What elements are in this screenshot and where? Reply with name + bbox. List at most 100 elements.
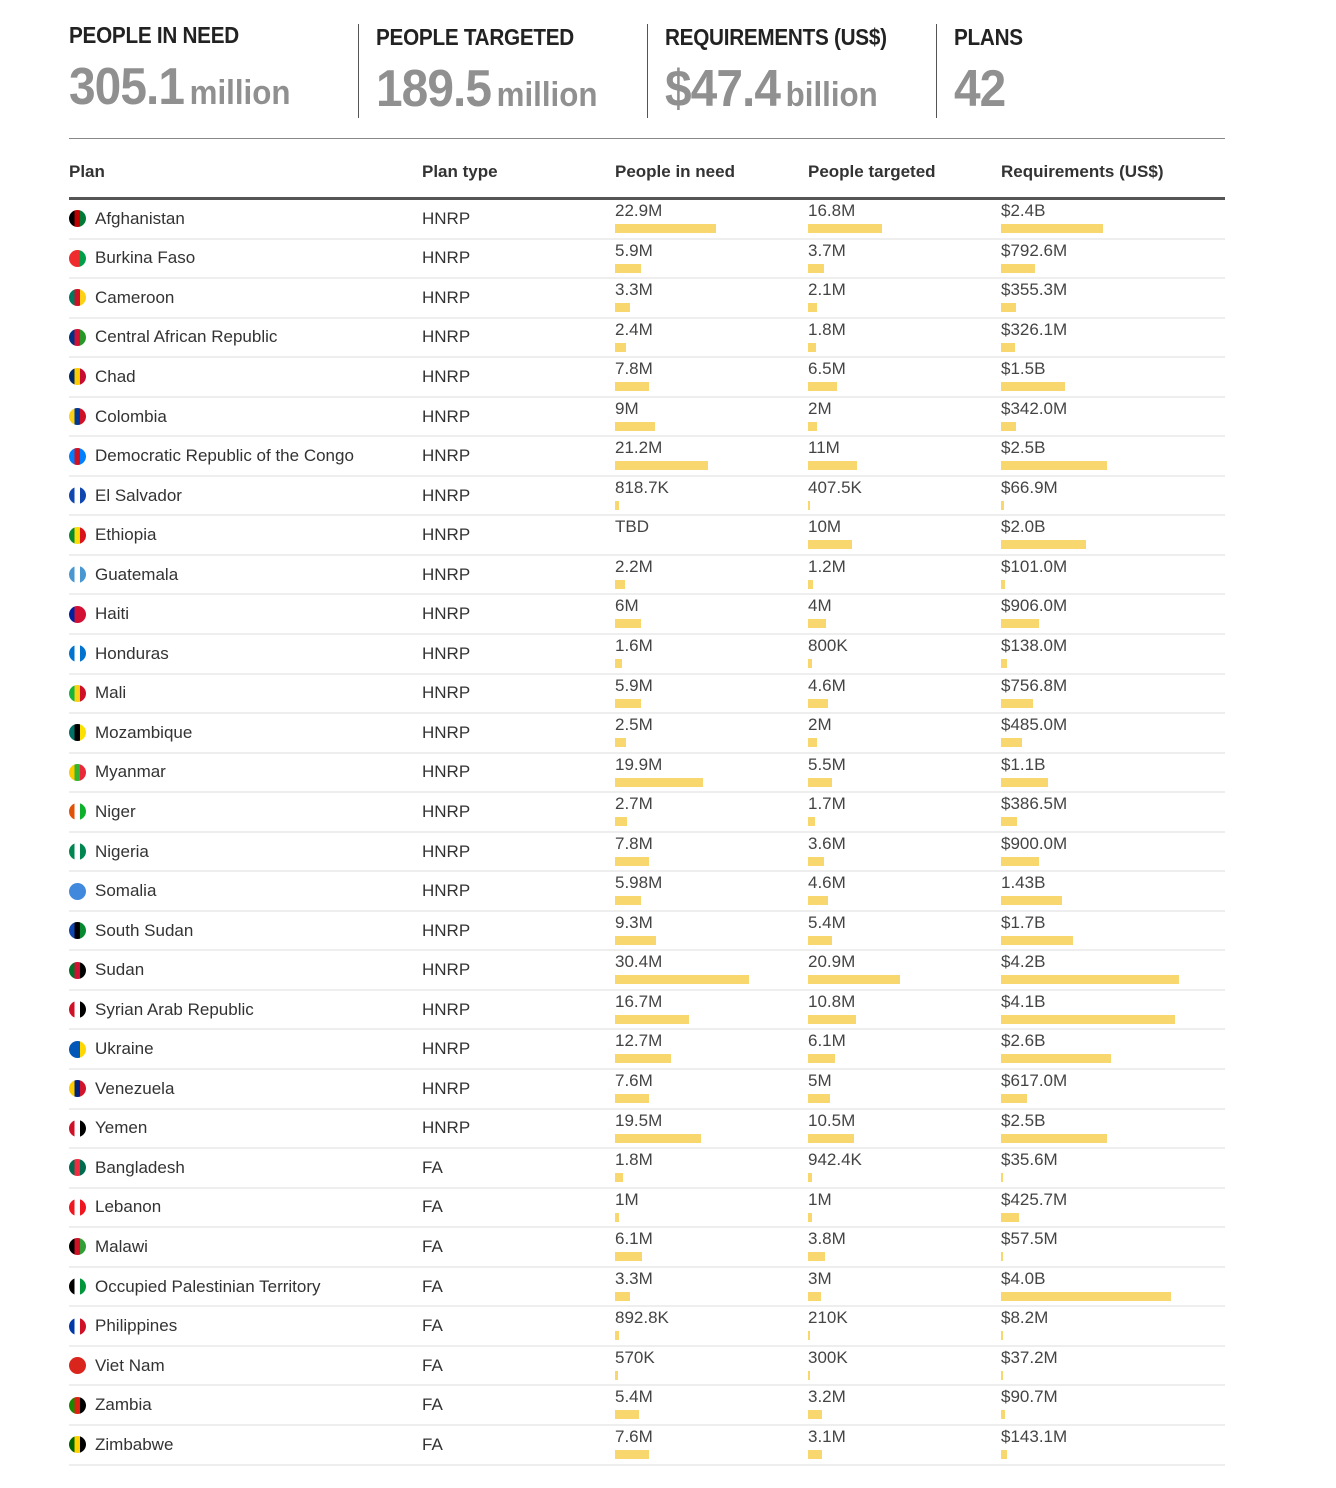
- tgt-value: 3.1M: [808, 1426, 846, 1446]
- pin-value: 2.2M: [615, 556, 653, 576]
- table-row[interactable]: Lebanon FA 1M 1M $425.7M: [69, 1189, 1225, 1229]
- plan-type: HNRP: [422, 208, 471, 228]
- stat-plans: PLANS 42: [935, 24, 1225, 118]
- plan-name[interactable]: Malawi: [95, 1236, 148, 1256]
- plan-name[interactable]: Lebanon: [95, 1197, 162, 1217]
- plan-name[interactable]: Guatemala: [95, 564, 179, 584]
- plan-name[interactable]: Colombia: [95, 406, 167, 426]
- table-row[interactable]: Democratic Republic of the Congo HNRP 21.…: [69, 437, 1225, 477]
- table-row[interactable]: Cameroon HNRP 3.3M 2.1M $355.3M: [69, 279, 1225, 319]
- table-row[interactable]: Yemen HNRP 19.5M 10.5M $2.5B: [69, 1110, 1225, 1150]
- table-row[interactable]: El Salvador HNRP 818.7K 407.5K $66.9M: [69, 477, 1225, 517]
- req-value: $1.7B: [1001, 912, 1046, 932]
- pin-value: 21.2M: [615, 438, 663, 458]
- pin-bar: [615, 382, 650, 392]
- req-value: $906.0M: [1001, 596, 1068, 616]
- tgt-bar: [808, 738, 817, 748]
- plan-name[interactable]: Bangladesh: [95, 1157, 185, 1177]
- plan-name[interactable]: Philippines: [95, 1316, 178, 1336]
- header-plan-type[interactable]: Plan type: [422, 162, 498, 181]
- table-row[interactable]: Guatemala HNRP 2.2M 1.2M $101.0M: [69, 556, 1225, 596]
- plan-name[interactable]: Mali: [95, 683, 127, 703]
- plan-name[interactable]: Cameroon: [95, 287, 175, 307]
- table-row[interactable]: Burkina Faso HNRP 5.9M 3.7M $792.6M: [69, 240, 1225, 280]
- table-row[interactable]: Venezuela HNRP 7.6M 5M $617.0M: [69, 1070, 1225, 1110]
- plan-name[interactable]: Afghanistan: [95, 208, 185, 228]
- table-row[interactable]: Haiti HNRP 6M 4M $906.0M: [69, 595, 1225, 636]
- plan-type: HNRP: [422, 643, 471, 663]
- plan-name[interactable]: Somalia: [95, 881, 157, 901]
- plan-name[interactable]: Haiti: [95, 604, 130, 624]
- table-row[interactable]: Afghanistan HNRP 22.9M 16.8M $2.4B: [69, 200, 1225, 240]
- table-row[interactable]: Ukraine HNRP 12.7M 6.1M $2.6B: [69, 1030, 1225, 1071]
- plan-name[interactable]: Viet Nam: [95, 1355, 165, 1375]
- req-value: $57.5M: [1001, 1229, 1058, 1249]
- stat-label: PEOPLE IN NEED: [69, 22, 239, 48]
- req-bar: [1001, 1410, 1005, 1420]
- table-row[interactable]: Somalia HNRP 5.98M 4.6M 1.43B: [69, 872, 1225, 912]
- table-row[interactable]: Philippines FA 892.8K 210K $8.2M: [69, 1307, 1225, 1347]
- table-row[interactable]: Myanmar HNRP 19.9M 5.5M $1.1B: [69, 754, 1225, 794]
- plan-type: HNRP: [422, 683, 471, 703]
- plan-name[interactable]: Sudan: [95, 960, 145, 980]
- pin-bar: [615, 896, 642, 906]
- table-row[interactable]: Bangladesh FA 1.8M 942.4K $35.6M: [69, 1149, 1225, 1189]
- table-row[interactable]: Niger HNRP 2.7M 1.7M $386.5M: [69, 793, 1225, 833]
- plan-name[interactable]: El Salvador: [95, 485, 182, 505]
- header-people-targeted[interactable]: People targeted: [808, 162, 936, 181]
- plan-name[interactable]: Central African Republic: [95, 327, 278, 347]
- plan-name[interactable]: Syrian Arab Republic: [95, 999, 254, 1019]
- plan-type: HNRP: [422, 1078, 471, 1098]
- header-requirements[interactable]: Requirements (US$): [1001, 162, 1164, 181]
- plan-name[interactable]: Honduras: [95, 643, 169, 663]
- table-row[interactable]: Mali HNRP 5.9M 4.6M $756.8M: [69, 675, 1225, 715]
- plan-name[interactable]: Niger: [95, 801, 136, 821]
- table-row[interactable]: Colombia HNRP 9M 2M $342.0M: [69, 398, 1225, 438]
- tgt-value: 942.4K: [808, 1150, 862, 1170]
- table-row[interactable]: Mozambique HNRP 2.5M 2M $485.0M: [69, 714, 1225, 754]
- table-row[interactable]: Sudan HNRP 30.4M 20.9M $4.2B: [69, 951, 1225, 991]
- table-row[interactable]: Viet Nam FA 570K 300K $37.2M: [69, 1347, 1225, 1387]
- tgt-bar: [808, 342, 816, 352]
- plan-name[interactable]: South Sudan: [95, 920, 194, 940]
- table-row[interactable]: Syrian Arab Republic HNRP 16.7M 10.8M $4.1B: [69, 991, 1225, 1031]
- plan-name[interactable]: Yemen: [95, 1118, 148, 1138]
- plan-name[interactable]: Democratic Republic of the Congo: [95, 446, 354, 466]
- plan-name[interactable]: Occupied Palestinian Territory: [95, 1276, 321, 1296]
- table-row[interactable]: Ethiopia HNRP TBD 10M $2.0B: [69, 516, 1225, 556]
- plan-name[interactable]: Mozambique: [95, 722, 193, 742]
- req-bar: [1001, 540, 1086, 550]
- tgt-value: 16.8M: [808, 201, 856, 220]
- plan-name[interactable]: Chad: [95, 366, 136, 386]
- table-row[interactable]: Honduras HNRP 1.6M 800K $138.0M: [69, 635, 1225, 675]
- plan-name[interactable]: Ukraine: [95, 1039, 154, 1059]
- plan-name[interactable]: Venezuela: [95, 1078, 175, 1098]
- table-row[interactable]: Central African Republic HNRP 2.4M 1.8M $32…: [69, 319, 1225, 359]
- flag-icon: [69, 328, 86, 346]
- table-row[interactable]: Malawi FA 6.1M 3.8M $57.5M: [69, 1228, 1225, 1268]
- plan-name[interactable]: Nigeria: [95, 841, 149, 861]
- tgt-bar: [808, 1133, 855, 1143]
- tgt-value: 1.8M: [808, 319, 846, 339]
- pin-value: 19.5M: [615, 1110, 663, 1130]
- plan-name[interactable]: Burkina Faso: [95, 248, 196, 268]
- table-row[interactable]: South Sudan HNRP 9.3M 5.4M $1.7B: [69, 912, 1225, 952]
- table-row[interactable]: Nigeria HNRP 7.8M 3.6M $900.0M: [69, 833, 1225, 873]
- stat-label: PEOPLE TARGETED: [375, 24, 574, 50]
- table-row[interactable]: Occupied Palestinian Territory FA 3.3M 3M $…: [69, 1268, 1225, 1308]
- plan-name[interactable]: Myanmar: [95, 762, 166, 782]
- plan-name[interactable]: Ethiopia: [95, 525, 157, 545]
- plan-name[interactable]: Zambia: [95, 1395, 152, 1415]
- tgt-value: 3.8M: [808, 1229, 846, 1249]
- tgt-value: 1.2M: [808, 556, 846, 576]
- header-people-in-need[interactable]: People in need: [615, 162, 735, 181]
- table-row[interactable]: Zambia FA 5.4M 3.2M $90.7M: [69, 1386, 1225, 1426]
- table-row[interactable]: Zimbabwe FA 7.6M 3.1M $143.1M: [69, 1426, 1225, 1466]
- plan-name[interactable]: Zimbabwe: [95, 1434, 174, 1454]
- plan-type: HNRP: [422, 841, 471, 861]
- plan-type: FA: [422, 1355, 443, 1375]
- plan-type: HNRP: [422, 801, 471, 821]
- header-plan[interactable]: Plan: [69, 162, 105, 181]
- tgt-bar: [808, 421, 817, 431]
- table-row[interactable]: Chad HNRP 7.8M 6.5M $1.5B: [69, 358, 1225, 398]
